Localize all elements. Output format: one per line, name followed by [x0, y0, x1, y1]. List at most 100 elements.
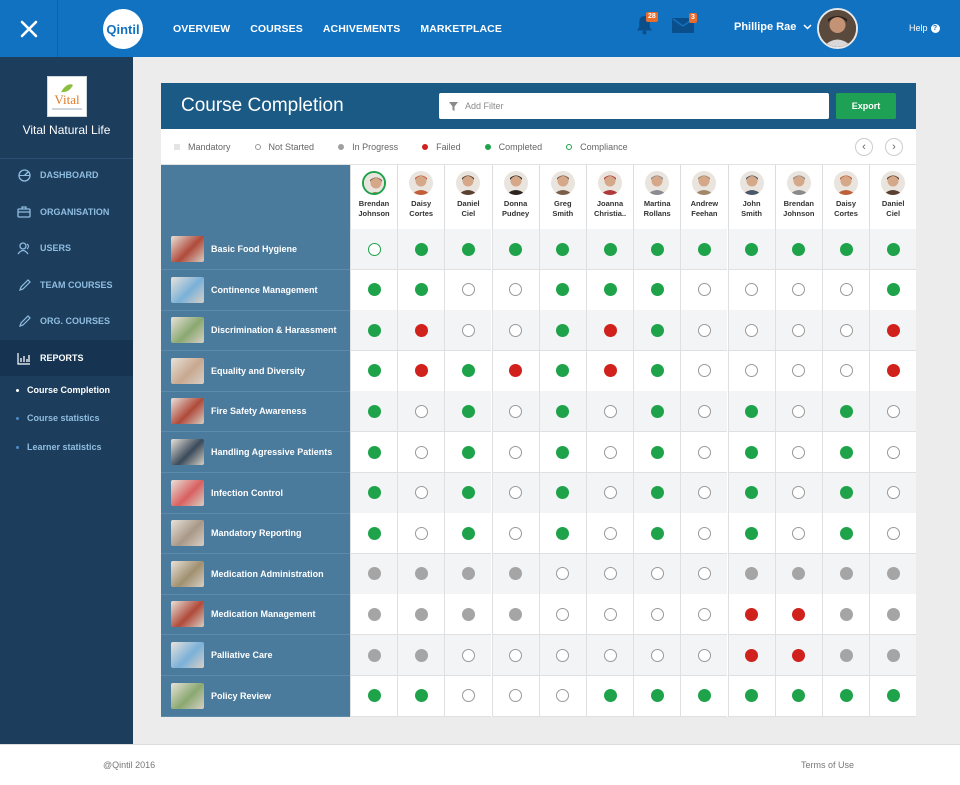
status-cell[interactable] [350, 391, 397, 433]
status-cell[interactable] [491, 269, 539, 311]
status-cell[interactable] [727, 269, 775, 311]
status-cell[interactable] [727, 432, 775, 473]
status-cell[interactable] [680, 635, 728, 676]
sidebar-subitem-course-completion[interactable]: Course Completion [16, 385, 110, 395]
status-cell[interactable] [680, 269, 728, 311]
notifications-button[interactable]: 28 [636, 12, 658, 41]
status-cell[interactable] [538, 350, 586, 392]
status-cell[interactable] [397, 350, 445, 392]
status-cell[interactable] [633, 350, 681, 392]
status-cell[interactable] [491, 472, 539, 514]
status-cell[interactable] [586, 472, 633, 514]
status-cell[interactable] [350, 432, 397, 473]
status-cell[interactable] [869, 269, 917, 311]
status-cell[interactable] [727, 350, 775, 392]
status-cell[interactable] [822, 310, 869, 352]
previous-page-button[interactable]: ‹ [855, 138, 873, 156]
status-cell[interactable] [350, 553, 397, 595]
sidebar-subitem-learner-statistics[interactable]: Learner statistics [16, 442, 102, 452]
learner-column-header[interactable]: Andrew Feehan [680, 165, 727, 229]
status-cell[interactable] [397, 675, 445, 717]
status-cell[interactable] [538, 310, 586, 352]
status-cell[interactable] [774, 432, 822, 473]
status-cell[interactable] [444, 229, 492, 270]
status-cell[interactable] [822, 635, 869, 676]
status-cell[interactable] [538, 472, 586, 514]
status-cell[interactable] [633, 513, 681, 555]
status-cell[interactable] [869, 675, 917, 717]
messages-button[interactable]: 3 [672, 13, 697, 38]
status-cell[interactable] [397, 229, 445, 270]
status-cell[interactable] [350, 229, 397, 270]
status-cell[interactable] [774, 594, 822, 636]
export-button[interactable]: Export [836, 93, 896, 119]
status-cell[interactable] [586, 635, 633, 676]
learner-column-header[interactable]: Greg Smith [538, 165, 586, 229]
course-label[interactable]: Discrimination & Harassment [161, 310, 350, 352]
status-cell[interactable] [538, 432, 586, 473]
status-cell[interactable] [869, 350, 917, 392]
avatar[interactable] [817, 8, 858, 49]
status-cell[interactable] [350, 635, 397, 676]
status-cell[interactable] [538, 229, 586, 270]
course-label[interactable]: Continence Management [161, 270, 350, 311]
status-cell[interactable] [444, 391, 492, 433]
status-cell[interactable] [774, 513, 822, 555]
status-cell[interactable] [680, 594, 728, 636]
status-cell[interactable] [822, 553, 869, 595]
status-cell[interactable] [774, 635, 822, 676]
status-cell[interactable] [774, 229, 822, 270]
app-logo[interactable]: Qintil [103, 9, 143, 49]
status-cell[interactable] [727, 513, 775, 555]
learner-column-header[interactable]: Brendan Johnson [350, 165, 397, 229]
status-cell[interactable] [397, 432, 445, 473]
nav-marketplace[interactable]: MARKETPLACE [420, 22, 502, 35]
status-cell[interactable] [727, 310, 775, 352]
course-label[interactable]: Medication Administration [161, 554, 350, 595]
sidebar-item-organisation[interactable]: ORGANISATION [0, 194, 133, 230]
status-cell[interactable] [491, 594, 539, 636]
next-page-button[interactable]: › [885, 138, 903, 156]
status-cell[interactable] [586, 553, 633, 595]
status-cell[interactable] [680, 513, 728, 555]
status-cell[interactable] [680, 350, 728, 392]
status-cell[interactable] [727, 635, 775, 676]
learner-column-header[interactable]: Donna Pudney [491, 165, 539, 229]
status-cell[interactable] [586, 350, 633, 392]
status-cell[interactable] [680, 391, 728, 433]
status-cell[interactable] [680, 432, 728, 473]
learner-column-header[interactable]: Daniel Ciel [869, 165, 916, 229]
status-cell[interactable] [869, 594, 917, 636]
status-cell[interactable] [633, 391, 681, 433]
status-cell[interactable] [491, 432, 539, 473]
status-cell[interactable] [822, 229, 869, 270]
status-cell[interactable] [869, 635, 917, 676]
status-cell[interactable] [774, 350, 822, 392]
course-label[interactable]: Mandatory Reporting [161, 513, 350, 555]
status-cell[interactable] [680, 553, 728, 595]
nav-achievements[interactable]: ACHIVEMENTS [322, 22, 401, 35]
status-cell[interactable] [586, 391, 633, 433]
status-cell[interactable] [822, 432, 869, 473]
status-cell[interactable] [633, 229, 681, 270]
status-cell[interactable] [869, 229, 917, 270]
status-cell[interactable] [538, 269, 586, 311]
status-cell[interactable] [680, 229, 728, 270]
status-cell[interactable] [586, 229, 633, 270]
status-cell[interactable] [633, 675, 681, 717]
status-cell[interactable] [350, 594, 397, 636]
learner-column-header[interactable]: Joanna Christia.. [586, 165, 633, 229]
status-cell[interactable] [727, 675, 775, 717]
status-cell[interactable] [538, 513, 586, 555]
course-label[interactable]: Infection Control [161, 473, 350, 514]
status-cell[interactable] [444, 350, 492, 392]
status-cell[interactable] [491, 553, 539, 595]
status-cell[interactable] [774, 269, 822, 311]
status-cell[interactable] [538, 635, 586, 676]
status-cell[interactable] [822, 675, 869, 717]
status-cell[interactable] [444, 594, 492, 636]
status-cell[interactable] [538, 391, 586, 433]
status-cell[interactable] [586, 594, 633, 636]
user-menu[interactable]: Phillipe Rae [734, 21, 812, 33]
status-cell[interactable] [444, 553, 492, 595]
